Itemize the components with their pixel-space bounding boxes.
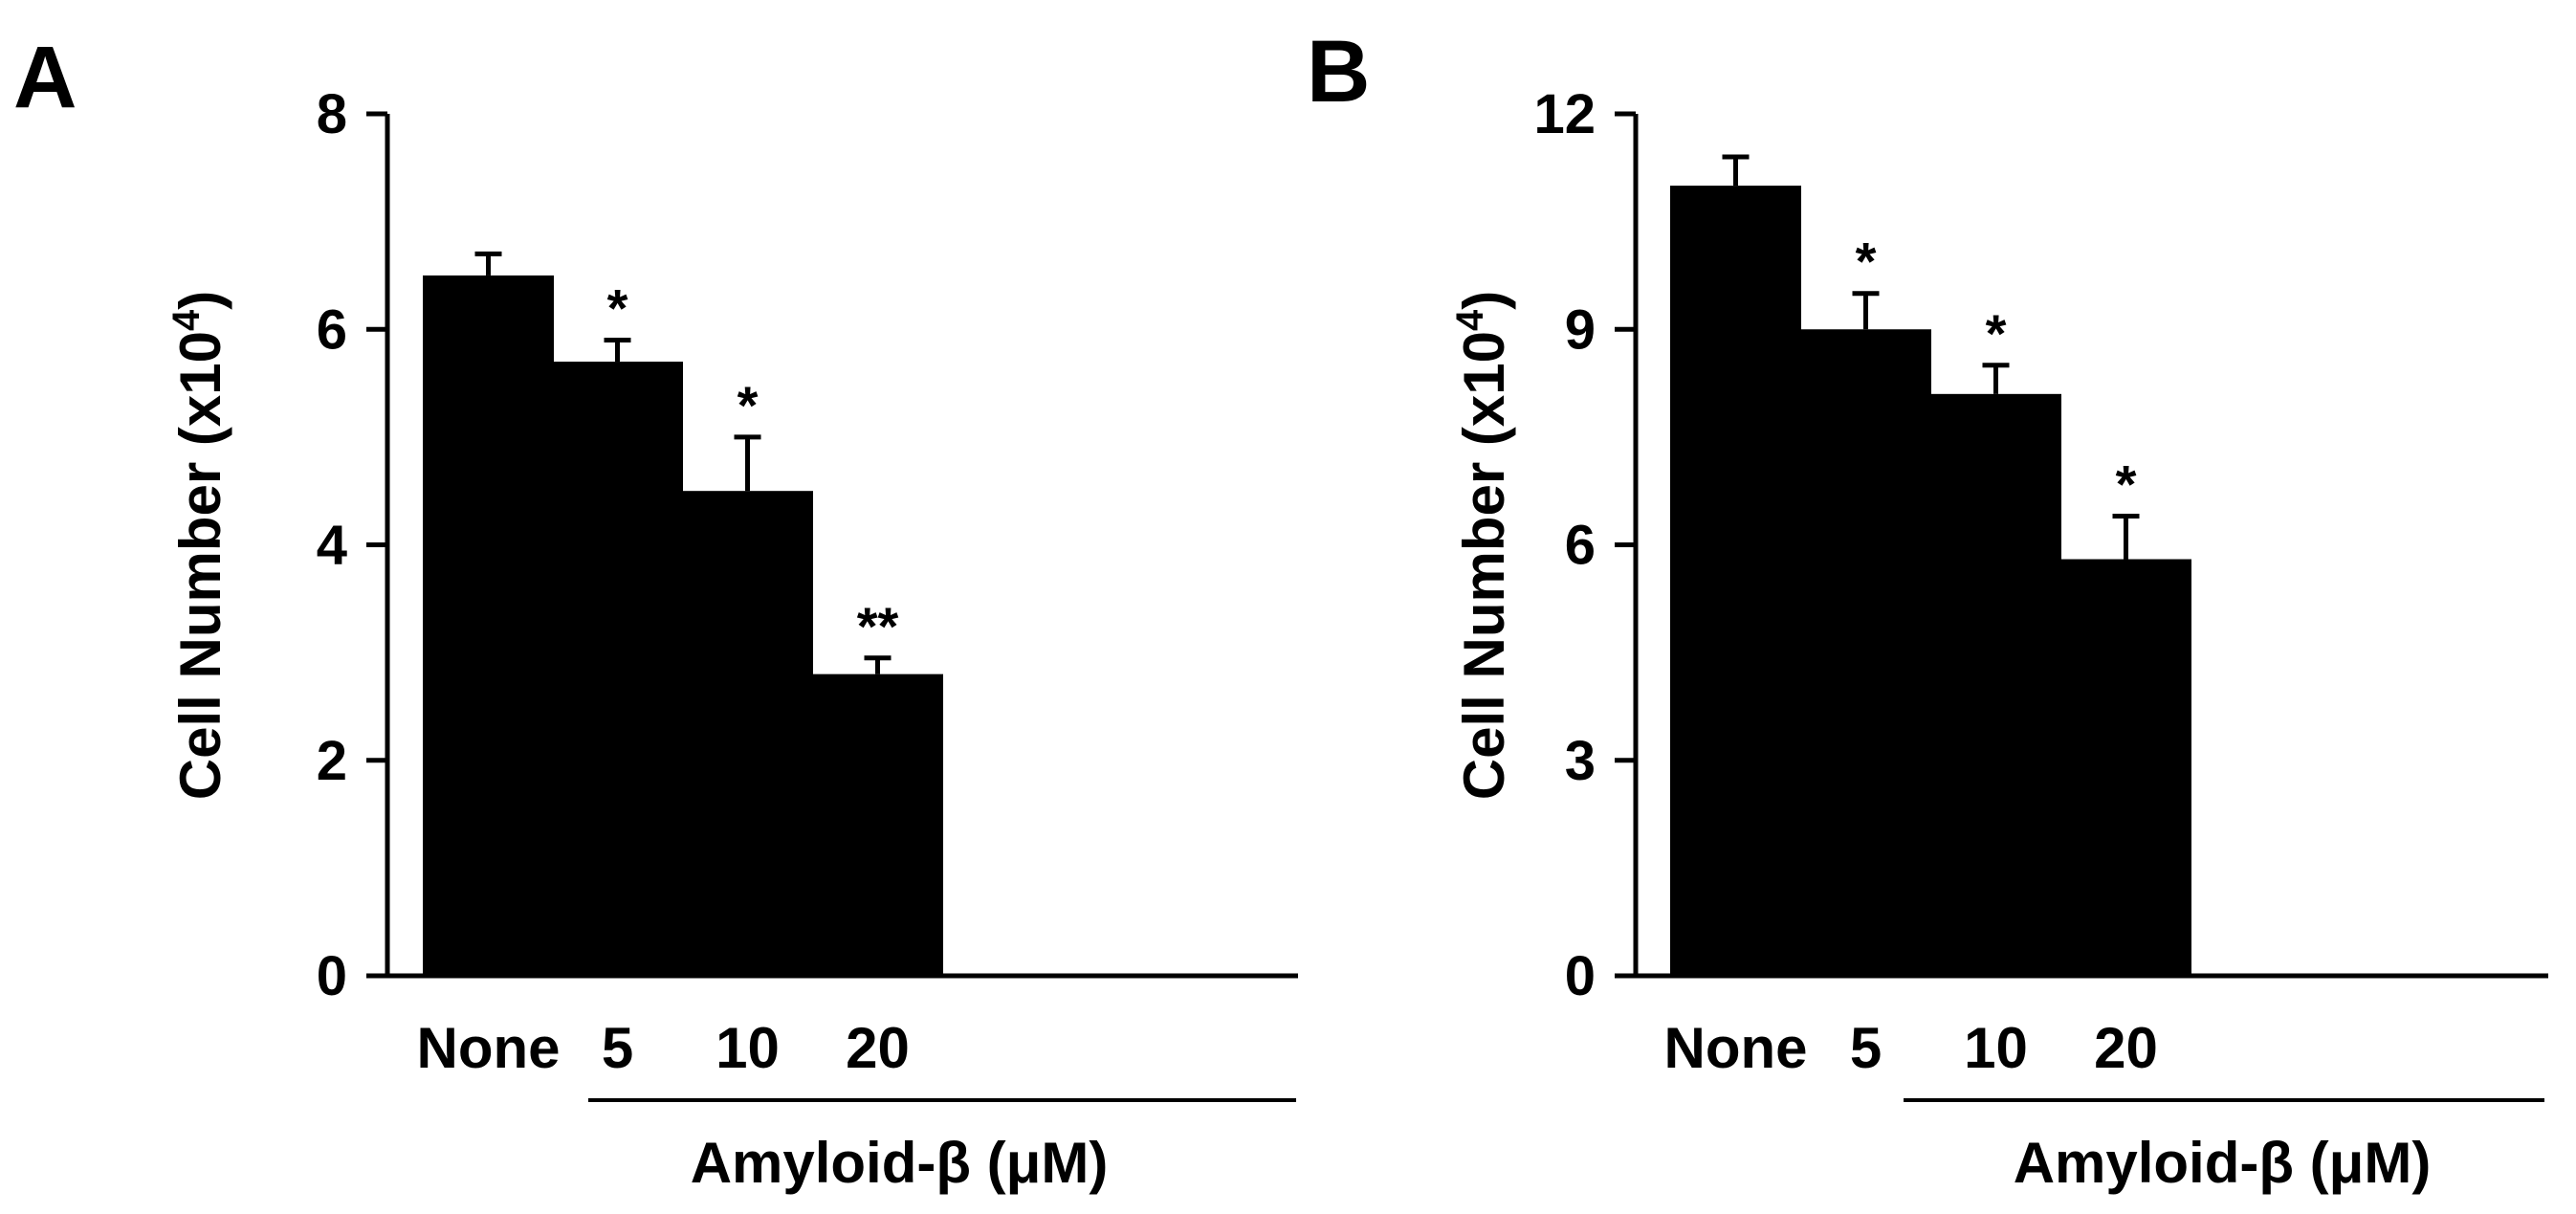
panel-b: B Cell Number (x104) 0 3 6 9 12 * * * None 5 10 2…: [1307, 23, 2548, 1195]
panel-a-bars: [423, 275, 943, 977]
panel-a-y-tick-label: 6: [317, 298, 347, 361]
panel-a-y-ticks: 0 2 4 6 8: [317, 83, 387, 1007]
panel-b-significance-mark: *: [1856, 232, 1877, 292]
panel-b-y-tick-label: 0: [1565, 945, 1596, 1007]
panel-b-significance-mark: *: [2116, 453, 2137, 514]
panel-b-y-ticks: 0 3 6 9 12: [1533, 83, 1636, 1007]
panel-a-y-axis-title: Cell Number (x104): [165, 291, 232, 800]
panel-b-category-label: None: [1664, 1016, 1808, 1080]
panel-b-bars: [1670, 186, 2191, 977]
panel-b-group-label: Amyloid-β (μM): [2014, 1131, 2432, 1195]
panel-b-category-labels: None 5 10 20: [1664, 1016, 2158, 1080]
panel-a-significance-mark: **: [857, 596, 899, 656]
panel-a-y-tick-label: 2: [317, 730, 347, 792]
panel-b-y-tick-label: 12: [1533, 83, 1596, 145]
panel-b-bar: [1930, 393, 2061, 976]
panel-b-significance-mark: *: [1986, 303, 2007, 364]
panel-b-significance: * * *: [1856, 232, 2137, 515]
panel-a-y-tick-label: 8: [317, 83, 347, 145]
panel-a-y-tick-label: 0: [317, 945, 347, 1007]
panel-a-y-tick-label: 4: [317, 515, 347, 577]
panel-b-letter: B: [1307, 23, 1370, 121]
panel-a-significance: ****: [607, 278, 899, 656]
panel-a-bar: [423, 275, 554, 976]
panel-b-category-label: 10: [1964, 1016, 2028, 1080]
panel-a-significance-mark: *: [738, 375, 759, 435]
panel-a-category-label: 5: [602, 1016, 633, 1080]
panel-a-group-label: Amyloid-β (μM): [691, 1131, 1109, 1195]
panel-a-category-label: 20: [846, 1016, 910, 1080]
panel-a-bar: [812, 673, 943, 976]
panel-b-category-label: 5: [1850, 1016, 1882, 1080]
panel-a-bar: [682, 491, 813, 976]
panel-a-error-bars: [474, 251, 892, 674]
panel-a-category-label: None: [417, 1016, 561, 1080]
panel-b-y-tick-label: 3: [1565, 730, 1596, 792]
panel-a-bar: [552, 362, 683, 977]
panel-a-significance-mark: *: [607, 278, 628, 339]
panel-b-y-tick-label: 6: [1565, 515, 1596, 577]
panel-b-y-tick-label: 9: [1565, 298, 1596, 361]
panel-b-bar: [1800, 329, 1931, 976]
panel-b-bar: [1670, 186, 1801, 977]
panel-b-y-axis-title: Cell Number (x104): [1449, 291, 1516, 800]
panel-b-error-bars: [1722, 154, 2140, 560]
panel-b-category-label: 20: [2094, 1016, 2158, 1080]
panel-a-category-labels: None 5 10 20: [417, 1016, 910, 1080]
panel-a-letter: A: [13, 29, 77, 126]
panel-a-category-label: 10: [716, 1016, 780, 1080]
panel-b-bar: [2060, 559, 2191, 976]
